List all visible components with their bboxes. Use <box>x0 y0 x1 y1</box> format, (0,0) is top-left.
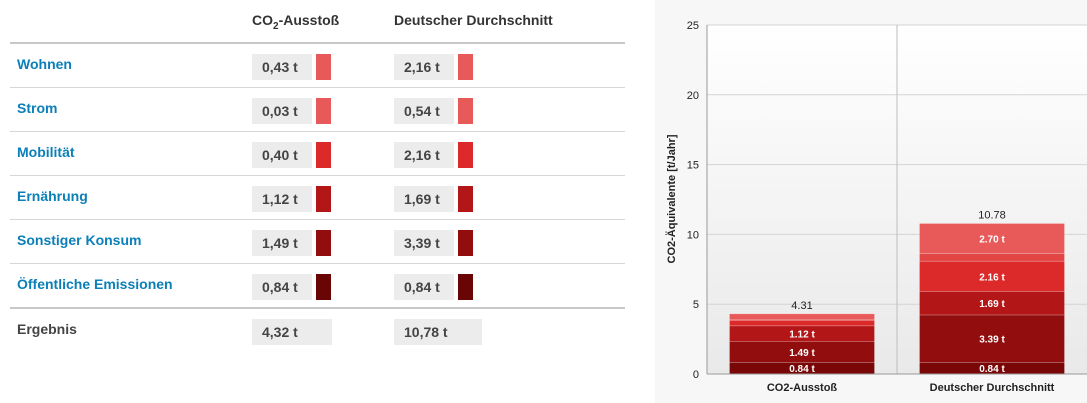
row-value-average: 2,16 t <box>394 54 454 80</box>
row-value-average: 1,69 t <box>394 186 454 212</box>
segment-label: 2.16 t <box>979 272 1005 283</box>
y-tick-label: 20 <box>687 90 699 102</box>
table-row: Wohnen 0,43 t 2,16 t <box>10 42 625 87</box>
color-swatch <box>458 54 473 80</box>
color-swatch <box>316 142 331 168</box>
x-tick-label: Deutscher Durchschnitt <box>930 382 1055 394</box>
color-swatch <box>316 98 331 124</box>
row-value-average: 3,39 t <box>394 230 454 256</box>
row-label[interactable]: Ernährung <box>17 188 88 204</box>
color-swatch <box>458 142 473 168</box>
table-row: Ernährung 1,12 t 1,69 t <box>10 175 625 219</box>
row-value-co2: 0,43 t <box>252 54 312 80</box>
row-value-average: 2,16 t <box>394 142 454 168</box>
table-row: Öffentliche Emissionen 0,84 t 0,84 t <box>10 263 625 307</box>
segment-label: 1.12 t <box>789 330 815 341</box>
color-swatch <box>458 186 473 212</box>
color-swatch <box>458 98 473 124</box>
total-label: 4.31 <box>791 300 812 312</box>
total-label: Ergebnis <box>17 321 77 337</box>
col-header-co2-rest: -Ausstoß <box>278 12 340 28</box>
segment-label: 0.84 t <box>979 364 1005 375</box>
row-label[interactable]: Wohnen <box>17 56 72 72</box>
row-value-average: 0,84 t <box>394 274 454 300</box>
segment-label: 3.39 t <box>979 335 1005 346</box>
data-labels: 0.84 t 1.49 t 1.12 t 4.31 0.84 t 3.39 t 1.69 t… <box>789 210 1006 376</box>
row-label[interactable]: Sonstiger Konsum <box>17 232 142 248</box>
bar-segment <box>729 319 875 327</box>
col-header-co2: CO2-Ausstoß <box>252 12 339 32</box>
segment-label: 1.49 t <box>789 348 815 359</box>
bar-segment <box>919 253 1065 262</box>
color-swatch <box>458 274 473 300</box>
row-value-average: 0,54 t <box>394 98 454 124</box>
table-row: Sonstiger Konsum 1,49 t 3,39 t <box>10 219 625 263</box>
segment-label: 0.84 t <box>789 364 815 375</box>
row-label[interactable]: Öffentliche Emissionen <box>17 276 173 292</box>
bar-segment <box>729 313 875 321</box>
color-swatch <box>316 54 331 80</box>
bar-segment <box>919 314 1065 363</box>
grid-lines <box>707 24 1087 375</box>
table-row: Mobilität 0,40 t 2,16 t <box>10 131 625 175</box>
y-tick-label: 15 <box>687 160 699 172</box>
y-axis-label: CO2-Äquivalente [t/Jahr] <box>665 134 678 263</box>
color-swatch <box>316 274 331 300</box>
row-value-co2: 1,49 t <box>252 230 312 256</box>
bar-segment <box>919 291 1065 316</box>
color-swatch <box>316 186 331 212</box>
row-label[interactable]: Strom <box>17 100 58 116</box>
table-row: Strom 0,03 t 0,54 t <box>10 87 625 131</box>
color-swatch <box>458 230 473 256</box>
row-value-co2: 0,40 t <box>252 142 312 168</box>
row-value-co2: 0,03 t <box>252 98 312 124</box>
emissions-table: Wohnen 0,43 t 2,16 t Strom 0,03 t 0,54 t… <box>10 42 625 352</box>
row-value-co2: 1,12 t <box>252 186 312 212</box>
y-tick-label: 25 <box>687 20 699 32</box>
total-value-average: 10,78 t <box>394 319 482 345</box>
total-label: 10.78 <box>978 210 1006 222</box>
x-tick-label: CO2-Ausstoß <box>767 382 838 394</box>
col-header-co2-main: CO <box>252 12 273 28</box>
row-value-co2: 0,84 t <box>252 274 312 300</box>
y-tick-label: 5 <box>693 299 699 311</box>
bar-segment <box>919 223 1065 254</box>
col-header-co2-sub: 2 <box>273 20 279 32</box>
row-label[interactable]: Mobilität <box>17 144 75 160</box>
total-row: Ergebnis 4,32 t 10,78 t <box>10 307 625 352</box>
bars <box>729 223 1065 375</box>
y-tick-label: 0 <box>693 369 699 381</box>
segment-label: 2.70 t <box>979 235 1005 246</box>
stacked-bar-chart: 0.84 t 1.49 t 1.12 t 4.31 0.84 t 3.39 t 1.69 t… <box>655 0 1087 403</box>
col-header-average: Deutscher Durchschnitt <box>394 12 553 28</box>
y-tick-label: 10 <box>687 229 699 241</box>
segment-label: 1.69 t <box>979 299 1005 310</box>
axes: 0 5 10 15 20 25 CO2-Ausstoß Deutscher Durchschn… <box>687 20 1087 394</box>
color-swatch <box>316 230 331 256</box>
total-value-co2: 4,32 t <box>252 319 332 345</box>
